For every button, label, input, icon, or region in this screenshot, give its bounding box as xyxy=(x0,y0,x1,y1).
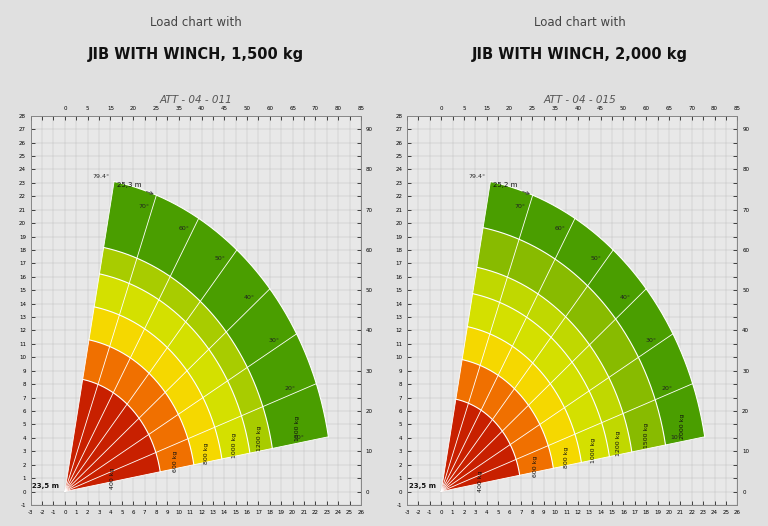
Text: 400 kg: 400 kg xyxy=(478,470,482,492)
Text: 1000 kg: 1000 kg xyxy=(232,433,237,458)
Text: 800 kg: 800 kg xyxy=(204,442,209,464)
Text: ATT - 04 - 015: ATT - 04 - 015 xyxy=(544,95,616,105)
Polygon shape xyxy=(441,399,520,491)
Text: Load chart with: Load chart with xyxy=(150,16,242,29)
Text: 600 kg: 600 kg xyxy=(174,451,178,472)
Polygon shape xyxy=(99,247,273,453)
Polygon shape xyxy=(462,327,581,468)
Text: 23,5 m: 23,5 m xyxy=(409,482,435,489)
Text: 1500 kg: 1500 kg xyxy=(296,416,300,441)
Text: 1500 kg: 1500 kg xyxy=(644,423,649,448)
Text: 40°: 40° xyxy=(620,295,631,300)
Text: 50°: 50° xyxy=(214,256,226,261)
Text: 30°: 30° xyxy=(269,338,280,342)
Text: 70°: 70° xyxy=(515,204,525,209)
Text: 600 kg: 600 kg xyxy=(533,455,538,477)
Text: 1000 kg: 1000 kg xyxy=(591,438,596,463)
Text: 25,2 m: 25,2 m xyxy=(493,182,529,194)
Text: 30°: 30° xyxy=(645,338,656,342)
Text: 1200 kg: 1200 kg xyxy=(257,426,262,451)
Text: 800 kg: 800 kg xyxy=(564,447,568,468)
Polygon shape xyxy=(468,294,610,462)
Text: 1200 kg: 1200 kg xyxy=(616,431,621,456)
Text: 2000 kg: 2000 kg xyxy=(680,413,685,439)
Polygon shape xyxy=(483,181,705,445)
Text: 400 kg: 400 kg xyxy=(110,468,114,490)
Polygon shape xyxy=(83,340,194,472)
Polygon shape xyxy=(477,228,666,452)
Text: Load chart with: Load chart with xyxy=(534,16,626,29)
Text: 25,3 m: 25,3 m xyxy=(117,182,153,194)
Text: 10°: 10° xyxy=(293,436,304,440)
Text: 79.4°: 79.4° xyxy=(468,175,486,179)
Text: 10°: 10° xyxy=(670,436,680,440)
Polygon shape xyxy=(94,274,250,459)
Polygon shape xyxy=(89,307,222,465)
Text: JIB WITH WINCH, 2,000 kg: JIB WITH WINCH, 2,000 kg xyxy=(472,47,688,63)
Text: 20°: 20° xyxy=(661,386,672,390)
Text: 60°: 60° xyxy=(178,226,189,231)
Text: 50°: 50° xyxy=(591,256,602,261)
Polygon shape xyxy=(65,379,161,491)
Text: 60°: 60° xyxy=(554,226,565,231)
Text: 79.4°: 79.4° xyxy=(92,175,110,179)
Text: ATT - 04 - 011: ATT - 04 - 011 xyxy=(160,95,232,105)
Text: 70°: 70° xyxy=(138,204,149,209)
Polygon shape xyxy=(472,267,632,457)
Text: 20°: 20° xyxy=(285,386,296,390)
Polygon shape xyxy=(104,181,329,449)
Text: 40°: 40° xyxy=(243,295,255,300)
Text: JIB WITH WINCH, 1,500 kg: JIB WITH WINCH, 1,500 kg xyxy=(88,47,304,63)
Text: 23,5 m: 23,5 m xyxy=(32,482,59,489)
Polygon shape xyxy=(456,360,554,475)
